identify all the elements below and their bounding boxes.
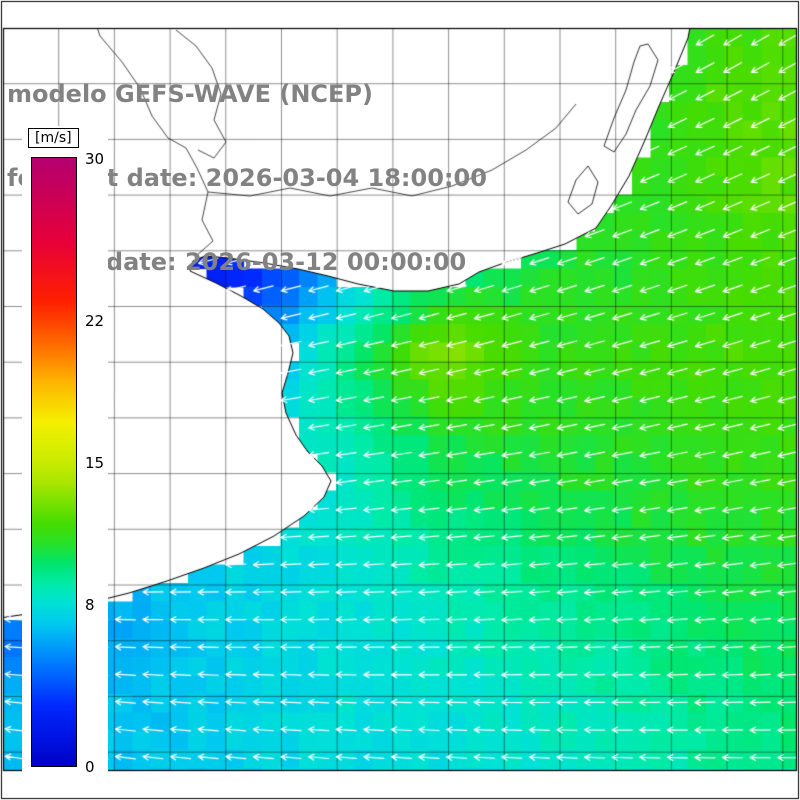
model-title: modelo GEFS-WAVE (NCEP) (7, 80, 373, 108)
colorbar-tick-30: 30 (85, 150, 105, 168)
colorbar-gradient (31, 157, 77, 767)
colorbar-tick-22: 22 (85, 312, 105, 330)
colorbar-tick-8: 8 (85, 596, 95, 614)
colorbar-tick-0: 0 (85, 758, 95, 776)
colorbar-units-label: [m/s] (28, 128, 79, 148)
colorbar-tick-15: 15 (85, 454, 105, 472)
colorbar: [m/s] 30 22 15 8 0 (22, 126, 108, 780)
